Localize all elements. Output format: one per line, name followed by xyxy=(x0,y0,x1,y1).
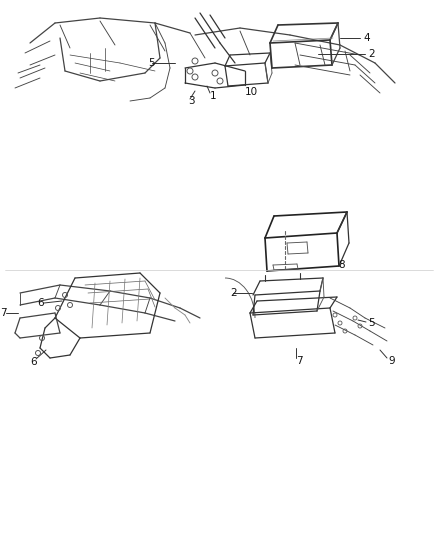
Text: 10: 10 xyxy=(245,87,258,97)
Text: 6: 6 xyxy=(38,298,44,308)
Text: 3: 3 xyxy=(188,96,194,106)
Text: 7: 7 xyxy=(0,308,6,318)
Text: 9: 9 xyxy=(388,356,395,366)
Text: 1: 1 xyxy=(210,91,217,101)
Text: 8: 8 xyxy=(338,260,345,270)
Text: 6: 6 xyxy=(31,357,37,367)
Text: 7: 7 xyxy=(296,356,303,366)
Text: 4: 4 xyxy=(363,33,370,43)
Text: 2: 2 xyxy=(368,49,374,59)
Text: 5: 5 xyxy=(368,318,374,328)
Text: 2: 2 xyxy=(230,288,237,298)
Text: 5: 5 xyxy=(148,58,155,68)
